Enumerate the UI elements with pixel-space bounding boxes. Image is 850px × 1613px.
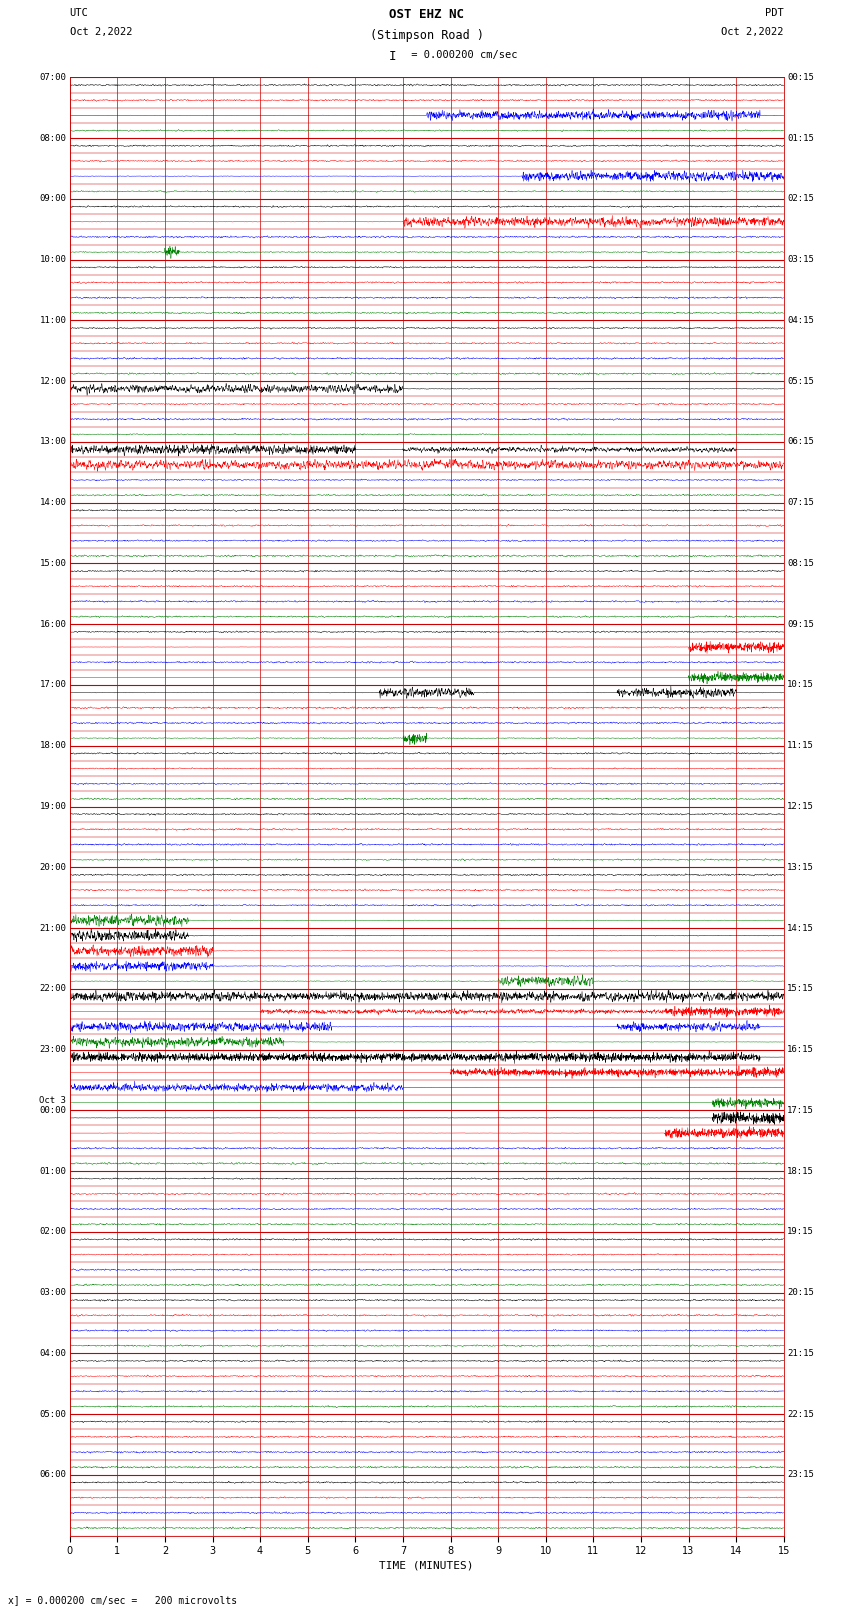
Text: 06:00: 06:00 <box>39 1471 66 1479</box>
Text: 12:15: 12:15 <box>787 802 814 811</box>
Text: 01:15: 01:15 <box>787 134 814 142</box>
Text: 21:00: 21:00 <box>39 924 66 932</box>
Text: 19:00: 19:00 <box>39 802 66 811</box>
Text: 07:15: 07:15 <box>787 498 814 506</box>
Text: OST EHZ NC: OST EHZ NC <box>389 8 464 21</box>
Text: 22:15: 22:15 <box>787 1410 814 1418</box>
Text: 13:15: 13:15 <box>787 863 814 871</box>
Text: 05:15: 05:15 <box>787 377 814 386</box>
Text: 04:00: 04:00 <box>39 1348 66 1358</box>
Text: 08:00: 08:00 <box>39 134 66 142</box>
Text: 21:15: 21:15 <box>787 1348 814 1358</box>
Text: 14:15: 14:15 <box>787 924 814 932</box>
Text: (Stimpson Road ): (Stimpson Road ) <box>370 29 484 42</box>
Text: 15:00: 15:00 <box>39 560 66 568</box>
Text: 23:15: 23:15 <box>787 1471 814 1479</box>
Text: 00:15: 00:15 <box>787 73 814 82</box>
Text: 18:15: 18:15 <box>787 1166 814 1176</box>
Text: 16:15: 16:15 <box>787 1045 814 1053</box>
Text: 00:00: 00:00 <box>39 1107 66 1115</box>
Text: Oct 2,2022: Oct 2,2022 <box>70 27 133 37</box>
Text: 03:15: 03:15 <box>787 255 814 265</box>
Text: I: I <box>389 50 396 63</box>
Text: UTC: UTC <box>70 8 88 18</box>
Text: 05:00: 05:00 <box>39 1410 66 1418</box>
Text: 09:00: 09:00 <box>39 195 66 203</box>
Text: 11:15: 11:15 <box>787 742 814 750</box>
Text: 23:00: 23:00 <box>39 1045 66 1053</box>
Text: 16:00: 16:00 <box>39 619 66 629</box>
Text: 03:00: 03:00 <box>39 1289 66 1297</box>
Text: 09:15: 09:15 <box>787 619 814 629</box>
Text: 17:00: 17:00 <box>39 681 66 689</box>
Text: 22:00: 22:00 <box>39 984 66 994</box>
Text: 17:15: 17:15 <box>787 1107 814 1115</box>
Text: 10:15: 10:15 <box>787 681 814 689</box>
Text: = 0.000200 cm/sec: = 0.000200 cm/sec <box>405 50 518 60</box>
Text: 04:15: 04:15 <box>787 316 814 324</box>
Text: 20:15: 20:15 <box>787 1289 814 1297</box>
Text: 07:00: 07:00 <box>39 73 66 82</box>
Text: x] = 0.000200 cm/sec =   200 microvolts: x] = 0.000200 cm/sec = 200 microvolts <box>8 1595 238 1605</box>
Text: 02:00: 02:00 <box>39 1227 66 1236</box>
Text: 20:00: 20:00 <box>39 863 66 871</box>
Text: 15:15: 15:15 <box>787 984 814 994</box>
Text: 10:00: 10:00 <box>39 255 66 265</box>
Text: 18:00: 18:00 <box>39 742 66 750</box>
Text: 12:00: 12:00 <box>39 377 66 386</box>
Text: 02:15: 02:15 <box>787 195 814 203</box>
Text: Oct 3: Oct 3 <box>39 1097 66 1105</box>
Text: Oct 2,2022: Oct 2,2022 <box>721 27 784 37</box>
Text: 19:15: 19:15 <box>787 1227 814 1236</box>
X-axis label: TIME (MINUTES): TIME (MINUTES) <box>379 1560 474 1569</box>
Text: 08:15: 08:15 <box>787 560 814 568</box>
Text: 06:15: 06:15 <box>787 437 814 447</box>
Text: 13:00: 13:00 <box>39 437 66 447</box>
Text: 11:00: 11:00 <box>39 316 66 324</box>
Text: 14:00: 14:00 <box>39 498 66 506</box>
Text: 01:00: 01:00 <box>39 1166 66 1176</box>
Text: PDT: PDT <box>765 8 784 18</box>
